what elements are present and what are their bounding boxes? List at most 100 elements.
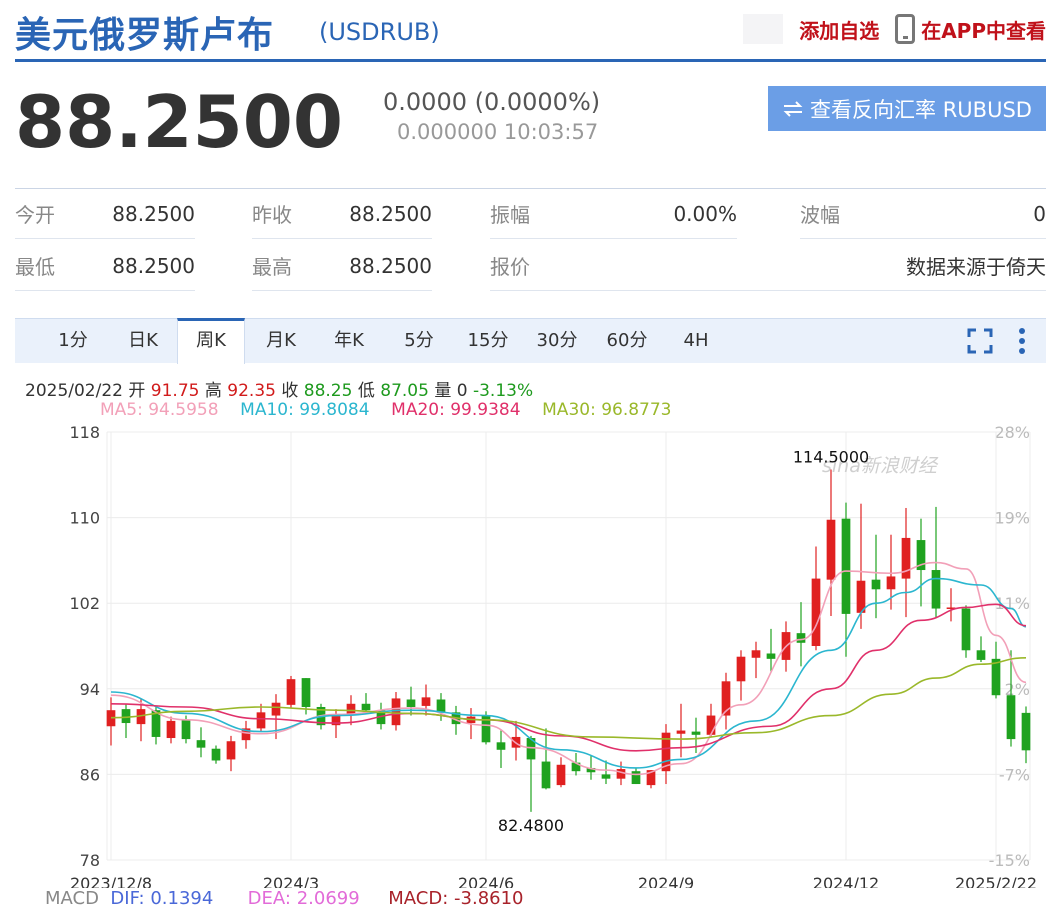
reverse-rate-button[interactable]: 查看反向汇率 RUBUSD xyxy=(768,86,1046,131)
swap-icon xyxy=(783,100,803,117)
ghost-button xyxy=(743,14,784,44)
header: 美元俄罗斯卢布 (USDRUB) 添加自选 在APP中查看 xyxy=(15,0,1046,62)
more-options-icon[interactable] xyxy=(1018,326,1026,356)
candle-body xyxy=(871,579,881,590)
min-price-label: 82.4800 xyxy=(498,816,564,835)
x-tick-label: 2024/9 xyxy=(638,874,694,888)
candle-body xyxy=(166,720,176,739)
candle-body xyxy=(946,607,956,609)
candle-body xyxy=(256,712,266,729)
candle-body xyxy=(391,698,401,726)
app-view-link[interactable]: 在APP中查看 xyxy=(895,14,1046,44)
stat-label: 振幅 xyxy=(490,203,530,227)
ohlc-vol-label: 量 xyxy=(434,381,452,401)
candle-body xyxy=(196,740,206,748)
candle-body xyxy=(736,656,746,682)
quote-time: 0.000000 10:03:57 xyxy=(397,120,599,144)
price-change: 0.0000 (0.0000%) xyxy=(383,88,601,116)
stat-low: 最低 88.2500 xyxy=(15,241,195,291)
stat-high: 最高 88.2500 xyxy=(252,241,432,291)
tab-monthly[interactable]: 月K xyxy=(266,330,296,351)
candle-body xyxy=(121,709,131,724)
ohlc-low: 87.05 xyxy=(380,381,429,401)
tab-30min[interactable]: 30分 xyxy=(536,330,578,351)
macd-value: MACD: -3.8610 xyxy=(388,888,524,909)
candle-body xyxy=(211,748,221,761)
macd-dif: DIF: 0.1394 xyxy=(110,888,214,909)
legend-ma10: MA10: 99.8084 xyxy=(240,400,370,420)
y-tick-label: 110 xyxy=(69,509,100,528)
tab-15min[interactable]: 15分 xyxy=(467,330,509,351)
candle-body xyxy=(826,519,836,580)
tab-daily[interactable]: 日K xyxy=(128,330,158,351)
ohlc-pct: -3.13% xyxy=(472,381,534,401)
watermark: sina新浪财经 xyxy=(822,455,939,477)
candle-body xyxy=(301,678,311,707)
tab-60min[interactable]: 60分 xyxy=(606,330,648,351)
stat-value: 88.2500 xyxy=(349,253,432,278)
candle-body xyxy=(286,679,296,705)
stat-value: 0.00% xyxy=(673,201,737,226)
stat-value: 88.2500 xyxy=(112,201,195,226)
candle-body xyxy=(556,764,566,786)
x-tick-label: 2023/12/8 xyxy=(70,874,152,888)
ma-legend: MA5: 94.5958 MA10: 99.8084 MA20: 99.9384… xyxy=(100,400,672,420)
candle-body xyxy=(361,703,371,711)
fullscreen-icon[interactable] xyxy=(967,328,993,354)
candle-body xyxy=(241,728,251,741)
candle-body xyxy=(496,742,506,750)
candle-body xyxy=(586,767,596,773)
candle-body xyxy=(481,715,491,743)
candle-body xyxy=(691,731,701,735)
ma20-line xyxy=(110,603,1027,752)
candle-body xyxy=(931,570,941,609)
tab-5min[interactable]: 5分 xyxy=(404,330,434,351)
kline-chart[interactable]: 118 28%110 19%102 11%94 2%86 -7%78 -15%2023/12… xyxy=(0,418,1048,888)
candle-body xyxy=(961,608,971,651)
stat-label: 今开 xyxy=(15,203,55,227)
stat-open: 今开 88.2500 xyxy=(15,189,195,239)
add-watchlist-button[interactable]: 添加自选 xyxy=(799,18,880,43)
tab-4h[interactable]: 4H xyxy=(683,330,709,351)
stat-value: 0 xyxy=(1033,201,1046,226)
ma10-line xyxy=(110,577,1027,769)
y-tick-label: 86 xyxy=(80,765,100,784)
tab-weekly[interactable]: 周K xyxy=(177,318,245,364)
ohlc-high: 92.35 xyxy=(227,381,276,401)
candle-body xyxy=(526,738,536,760)
legend-ma20: MA20: 99.9384 xyxy=(391,400,521,420)
ohlc-date: 2025/02/22 xyxy=(25,381,123,401)
candle-body xyxy=(541,761,551,789)
ohlc-low-label: 低 xyxy=(357,381,375,401)
candle-body xyxy=(751,650,761,658)
candle-body xyxy=(706,715,716,735)
candle-body xyxy=(646,770,656,786)
x-tick-label: 2025/2/22 xyxy=(955,874,1037,888)
macd-legend: MACD DIF: 0.1394 DEA: 2.0699 MACD: -3.86… xyxy=(45,888,524,909)
ma5-line xyxy=(110,561,1027,776)
candle-body xyxy=(976,650,986,660)
stat-label: 最低 xyxy=(15,255,55,279)
tab-yearly[interactable]: 年K xyxy=(334,330,364,351)
ohlc-info: 2025/02/22 开 91.75 高 92.35 收 88.25 低 87.… xyxy=(25,376,533,401)
pct-tick-label: -7% xyxy=(999,765,1030,784)
candle-body xyxy=(676,730,686,734)
stat-label: 最高 xyxy=(252,255,292,279)
candle-body xyxy=(1021,712,1031,751)
legend-ma30: MA30: 96.8773 xyxy=(542,400,672,420)
candle-body xyxy=(1006,695,1016,740)
candle-body xyxy=(766,653,776,659)
legend-ma5: MA5: 94.5958 xyxy=(100,400,219,420)
reverse-rate-label: 查看反向汇率 RUBUSD xyxy=(810,97,1032,122)
stat-label: 昨收 xyxy=(252,203,292,227)
ohlc-high-label: 高 xyxy=(204,381,222,401)
page-title: 美元俄罗斯卢布 xyxy=(15,15,275,56)
tab-1min[interactable]: 1分 xyxy=(58,330,88,351)
candle-body xyxy=(571,762,581,772)
candle-body xyxy=(661,732,671,772)
ohlc-close-label: 收 xyxy=(281,381,299,401)
y-tick-label: 102 xyxy=(69,594,100,613)
symbol-code: (USDRUB) xyxy=(319,18,440,46)
candle-body xyxy=(331,715,341,726)
stat-amplitude: 振幅 0.00% xyxy=(490,189,737,239)
